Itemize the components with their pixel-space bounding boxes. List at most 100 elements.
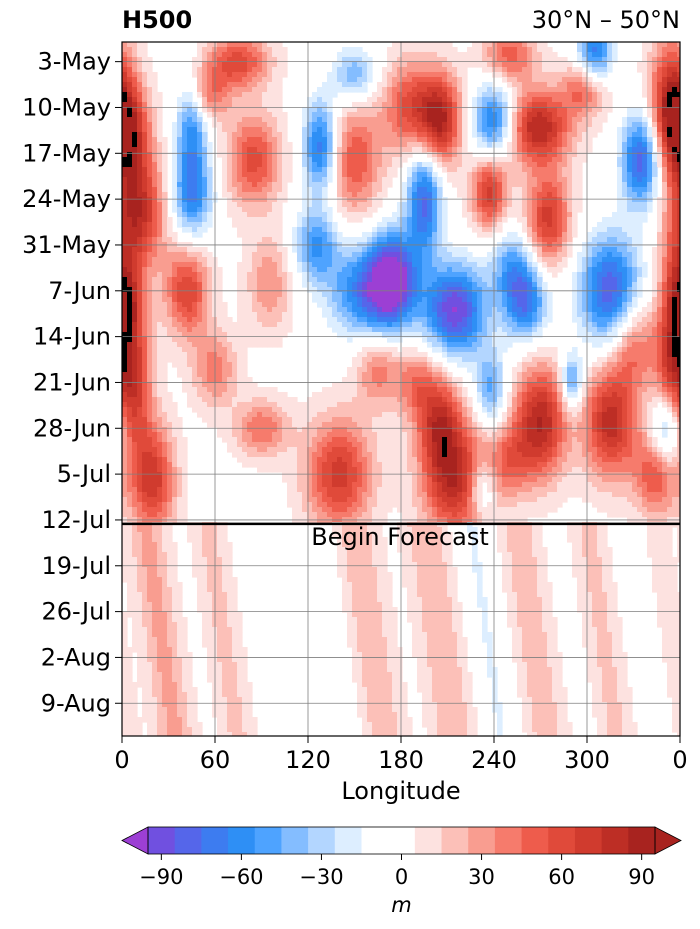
field-cell (652, 272, 658, 278)
field-cell (167, 252, 173, 258)
field-cell (187, 112, 193, 118)
field-cell (232, 147, 238, 153)
field-cell (537, 157, 543, 163)
field-cell (377, 312, 383, 318)
field-cell (392, 287, 398, 293)
field-cell (277, 182, 283, 188)
field-cell (372, 307, 378, 313)
field-cell (632, 282, 638, 288)
field-cell (377, 162, 383, 168)
field-cell (362, 72, 368, 78)
field-cell (637, 312, 643, 318)
field-cell (507, 142, 513, 148)
field-cell (427, 132, 433, 138)
field-cell (662, 52, 668, 58)
field-cell (387, 272, 393, 278)
field-cell (527, 77, 533, 83)
field-cell (162, 172, 168, 178)
field-cell (257, 262, 263, 268)
field-cell (282, 267, 288, 273)
field-cell (382, 297, 388, 303)
field-cell (187, 202, 193, 208)
field-cell (652, 122, 658, 128)
field-cell (417, 297, 423, 303)
field-cell (437, 97, 443, 103)
field-cell (272, 297, 278, 303)
field-cell (527, 132, 533, 138)
field-cell (417, 287, 423, 293)
field-cell (307, 202, 313, 208)
field-cell (132, 297, 138, 303)
field-cell (267, 127, 273, 133)
field-cell (257, 247, 263, 253)
field-cell (177, 117, 183, 123)
field-cell (192, 152, 198, 158)
field-cell (242, 197, 248, 203)
field-cell (517, 212, 523, 218)
field-cell (457, 252, 463, 258)
field-cell (257, 172, 263, 178)
field-cell (492, 312, 498, 318)
field-cell (197, 132, 203, 138)
field-cell (247, 92, 253, 98)
field-cell (462, 272, 468, 278)
field-cell (452, 142, 458, 148)
field-cell (362, 252, 368, 258)
field-cell (677, 87, 680, 93)
field-cell (457, 77, 463, 83)
field-cell (512, 172, 518, 178)
field-cell (547, 122, 553, 128)
field-cell (457, 142, 463, 148)
field-cell (477, 137, 483, 143)
field-cell (632, 272, 638, 278)
field-cell (407, 207, 413, 213)
field-cell (657, 92, 663, 98)
field-cell (362, 52, 368, 58)
field-cell (637, 172, 643, 178)
field-cell (377, 197, 383, 203)
field-cell (422, 282, 428, 288)
field-cell (487, 172, 493, 178)
field-cell (642, 152, 648, 158)
field-cell (652, 167, 658, 173)
field-cell (317, 127, 323, 133)
field-cell (457, 102, 463, 108)
field-cell (512, 272, 518, 278)
field-cell (577, 127, 583, 133)
field-cell (142, 217, 148, 223)
field-cell (357, 252, 363, 258)
field-cell (332, 272, 338, 278)
field-cell (367, 127, 373, 133)
field-cell (432, 132, 438, 138)
field-cell (327, 167, 333, 173)
field-cell (237, 277, 243, 283)
field-cell (437, 117, 443, 123)
field-cell (142, 227, 148, 233)
field-cell (662, 157, 668, 163)
field-cell (427, 67, 433, 73)
field-cell (312, 97, 318, 103)
field-cell (307, 152, 313, 158)
field-cell (527, 282, 533, 288)
field-cell (132, 172, 138, 178)
field-cell (657, 157, 663, 163)
field-cell (352, 212, 358, 218)
field-cell (287, 152, 293, 158)
field-cell (302, 182, 308, 188)
field-cell (382, 77, 388, 83)
field-cell (427, 97, 433, 103)
field-cell (387, 112, 393, 118)
field-cell (177, 167, 183, 173)
field-cell (302, 132, 308, 138)
field-cell (267, 307, 273, 313)
field-cell (567, 92, 573, 98)
field-cell (422, 127, 428, 133)
field-cell (547, 302, 553, 308)
field-cell (597, 107, 603, 113)
field-cell (222, 57, 228, 63)
field-cell (537, 312, 543, 318)
field-cell (412, 247, 418, 253)
field-cell (192, 257, 198, 263)
field-cell (322, 97, 328, 103)
field-cell (487, 272, 493, 278)
